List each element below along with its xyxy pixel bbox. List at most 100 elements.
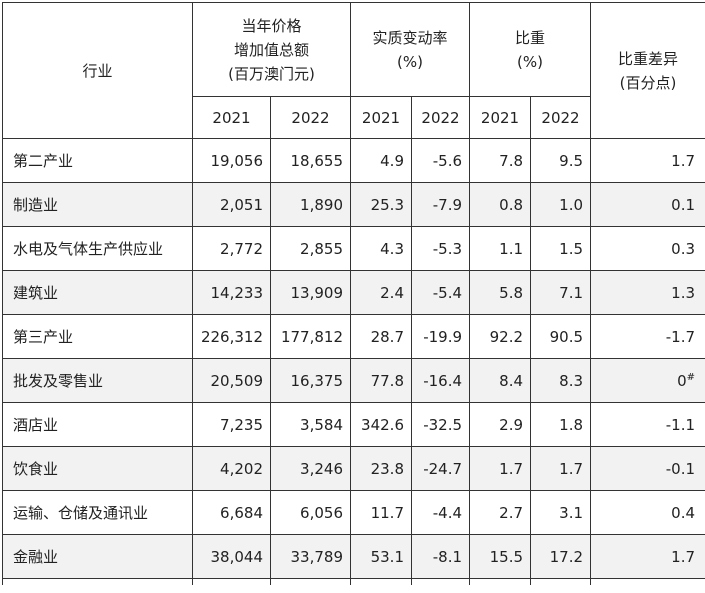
real-change-2021-cell-value: 77.8: [371, 372, 404, 390]
real-change-2022-cell: -7.9: [412, 183, 470, 227]
real-change-2021-cell: 4.3: [351, 227, 412, 271]
real-change-2021-cell: 23.8: [351, 447, 412, 491]
industry-cell-value: 金融业: [13, 548, 58, 566]
real-change-2022-cell: -8.1: [412, 535, 470, 579]
share-diff-cell: -1.1: [591, 403, 705, 447]
share-2022-cell: 3.1: [531, 491, 591, 535]
header-share: 比重 (%): [470, 3, 591, 97]
real-change-2021-cell-value: 23.8: [371, 460, 404, 478]
share-2022-cell: 1.0: [531, 183, 591, 227]
industry-cell: 水电及气体生产供应业: [3, 227, 193, 271]
real-change-2021-cell-value: 25.3: [371, 196, 404, 214]
industry-cell-value: 第三产业: [13, 328, 73, 346]
industry-cell-value: 酒店业: [13, 416, 58, 434]
table-row-partial: [3, 579, 705, 585]
share-diff-cell-value: 0.1: [671, 196, 695, 214]
footnote-mark: #: [687, 372, 695, 383]
share-diff-cell: -0.1: [591, 447, 705, 491]
real-change-2021-cell-value: 53.1: [371, 548, 404, 566]
share-2022-cell-value: 3.1: [559, 504, 583, 522]
header-year-rc-2021: 2021: [351, 97, 412, 139]
value-added-2021-cell: 6,684: [193, 491, 271, 535]
real-change-2021-cell-value: 4.3: [380, 240, 404, 258]
share-2021-cell-value: 8.4: [499, 372, 523, 390]
share-2022-cell-value: 1.5: [559, 240, 583, 258]
value-added-2022-cell-value: 6,056: [300, 504, 343, 522]
value-added-2022-cell-value: 1,890: [300, 196, 343, 214]
real-change-2021-cell-value: 2.4: [380, 284, 404, 302]
share-2021-cell-value: 15.5: [490, 548, 523, 566]
header-value-added-line2: 增加值总额: [193, 38, 350, 62]
value-added-2022-cell: 6,056: [271, 491, 351, 535]
industry-cell: 第三产业: [3, 315, 193, 359]
share-diff-cell: 0#: [591, 359, 705, 403]
share-diff-cell-value: 0: [677, 372, 687, 390]
share-2022-cell-value: 7.1: [559, 284, 583, 302]
share-2022-cell-value: 90.5: [550, 328, 583, 346]
share-2022-cell: 1.8: [531, 403, 591, 447]
value-added-2022-cell: 3,246: [271, 447, 351, 491]
real-change-2022-cell: -24.7: [412, 447, 470, 491]
share-diff-cell: 1.7: [591, 535, 705, 579]
real-change-2021-cell: 25.3: [351, 183, 412, 227]
value-added-2021-cell: 20,509: [193, 359, 271, 403]
header-real-change: 实质变动率 (%): [351, 3, 470, 97]
value-added-2021-cell: 38,044: [193, 535, 271, 579]
real-change-2021-cell: 11.7: [351, 491, 412, 535]
value-added-2022-cell-value: 16,375: [291, 372, 344, 390]
partial-cell: [193, 579, 271, 585]
industry-cell-value: 制造业: [13, 196, 58, 214]
share-2021-cell: 1.1: [470, 227, 531, 271]
value-added-2021-cell-value: 4,202: [220, 460, 263, 478]
value-added-2021-cell: 2,051: [193, 183, 271, 227]
share-2022-cell: 9.5: [531, 139, 591, 183]
header-share-diff-line1: 比重差异: [591, 47, 705, 71]
industry-cell: 金融业: [3, 535, 193, 579]
share-diff-cell-value: 1.7: [671, 548, 695, 566]
header-real-change-line1: 实质变动率: [351, 26, 469, 50]
share-2021-cell-value: 2.7: [499, 504, 523, 522]
real-change-2022-cell: -32.5: [412, 403, 470, 447]
value-added-2021-cell-value: 20,509: [211, 372, 264, 390]
share-2021-cell-value: 1.7: [499, 460, 523, 478]
value-added-2022-cell: 1,890: [271, 183, 351, 227]
header-industry: 行业: [3, 3, 193, 139]
real-change-2021-cell: 2.4: [351, 271, 412, 315]
header-share-line1: 比重: [470, 26, 590, 50]
real-change-2021-cell: 28.7: [351, 315, 412, 359]
share-2021-cell-value: 7.8: [499, 152, 523, 170]
real-change-2021-cell: 77.8: [351, 359, 412, 403]
share-2022-cell-value: 17.2: [550, 548, 583, 566]
header-share-diff: 比重差异 (百分点): [591, 3, 705, 139]
industry-cell-value: 水电及气体生产供应业: [13, 240, 163, 258]
value-added-2022-cell-value: 3,584: [300, 416, 343, 434]
value-added-2021-cell: 226,312: [193, 315, 271, 359]
value-added-2022-cell-value: 3,246: [300, 460, 343, 478]
value-added-2021-cell: 14,233: [193, 271, 271, 315]
share-diff-cell-value: 1.7: [671, 152, 695, 170]
share-2021-cell-value: 2.9: [499, 416, 523, 434]
share-2021-cell: 92.2: [470, 315, 531, 359]
share-2022-cell: 7.1: [531, 271, 591, 315]
value-added-2021-cell-value: 6,684: [220, 504, 263, 522]
industry-cell: 酒店业: [3, 403, 193, 447]
industry-cell: 建筑业: [3, 271, 193, 315]
value-added-2021-cell-value: 2,772: [220, 240, 263, 258]
real-change-2021-cell-value: 11.7: [371, 504, 404, 522]
share-2021-cell: 7.8: [470, 139, 531, 183]
real-change-2022-cell-value: -19.9: [423, 328, 462, 346]
industry-cell-value: 第二产业: [13, 152, 73, 170]
value-added-2021-cell-value: 2,051: [220, 196, 263, 214]
value-added-2022-cell: 18,655: [271, 139, 351, 183]
real-change-2021-cell: 53.1: [351, 535, 412, 579]
value-added-2022-cell: 177,812: [271, 315, 351, 359]
value-added-2021-cell-value: 14,233: [211, 284, 264, 302]
header-year-sh-2022: 2022: [531, 97, 591, 139]
